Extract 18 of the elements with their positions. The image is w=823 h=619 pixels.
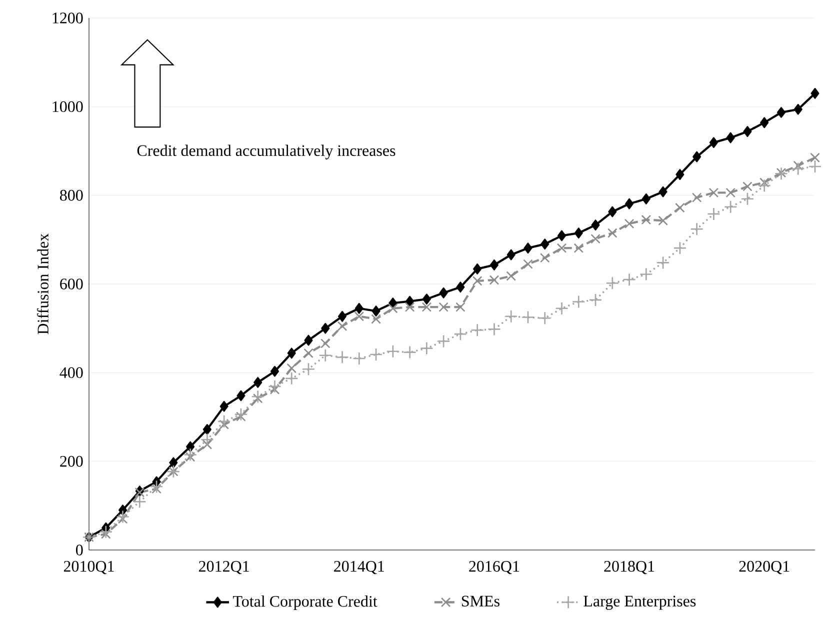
x-tick-label: 2018Q1 bbox=[604, 560, 654, 574]
x-tick-label: 2020Q1 bbox=[739, 560, 790, 574]
y-axis-title: Diffusion Index bbox=[37, 233, 48, 334]
y-tick-label: 200 bbox=[60, 456, 83, 467]
x-tick-label: 2012Q1 bbox=[199, 560, 249, 574]
legend-label: Total Corporate Credit bbox=[233, 595, 378, 610]
legend-label: Large Enterprises bbox=[584, 596, 696, 610]
y-tick-label: 800 bbox=[60, 190, 83, 201]
y-tick-label: 400 bbox=[60, 367, 83, 378]
annotation: Credit demand accumulatively increases bbox=[137, 144, 396, 160]
x-tick-label: 2016Q1 bbox=[469, 560, 520, 574]
y-tick-label: 1200 bbox=[52, 12, 83, 24]
y-tick-label: 1000 bbox=[52, 101, 83, 112]
x-tick-label: 2010Q1 bbox=[64, 560, 114, 574]
x-tick-label: 2014Q1 bbox=[334, 560, 384, 574]
y-tick-label: 0 bbox=[76, 544, 83, 556]
y-tick-label: 600 bbox=[60, 278, 83, 290]
legend-label: SMEs bbox=[462, 596, 500, 606]
